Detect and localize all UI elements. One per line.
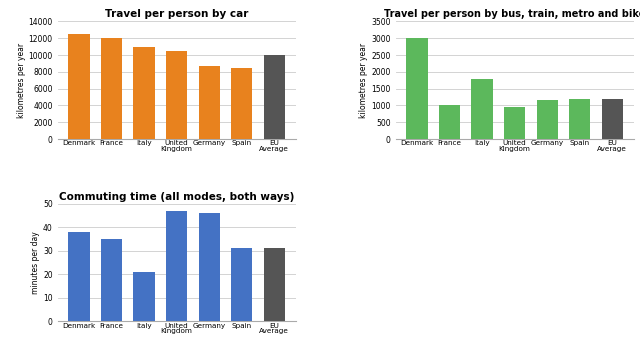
Title: Travel per person by car: Travel per person by car [105, 9, 248, 19]
Bar [134, 47, 155, 139]
Bar [101, 239, 122, 321]
Bar [406, 38, 428, 139]
Bar [472, 79, 493, 139]
Y-axis label: kilometres per year: kilometres per year [360, 42, 369, 118]
Bar [231, 248, 252, 321]
Bar [101, 38, 122, 139]
Bar [536, 100, 557, 139]
Bar [504, 107, 525, 139]
Title: Travel per person by bus, train, metro and bike: Travel per person by bus, train, metro a… [384, 9, 640, 19]
Bar [231, 67, 252, 139]
Bar [264, 248, 285, 321]
Bar [166, 51, 187, 139]
Y-axis label: kilometres per year: kilometres per year [17, 42, 26, 118]
Y-axis label: minutes per day: minutes per day [31, 231, 40, 294]
Bar [68, 34, 90, 139]
Bar [68, 232, 90, 321]
Bar [134, 272, 155, 321]
Bar [602, 99, 623, 139]
Bar [264, 55, 285, 139]
Title: Commuting time (all modes, both ways): Commuting time (all modes, both ways) [59, 192, 294, 202]
Bar [569, 99, 590, 139]
Bar [198, 213, 220, 321]
Bar [439, 105, 460, 139]
Bar [198, 66, 220, 139]
Bar [166, 211, 187, 321]
